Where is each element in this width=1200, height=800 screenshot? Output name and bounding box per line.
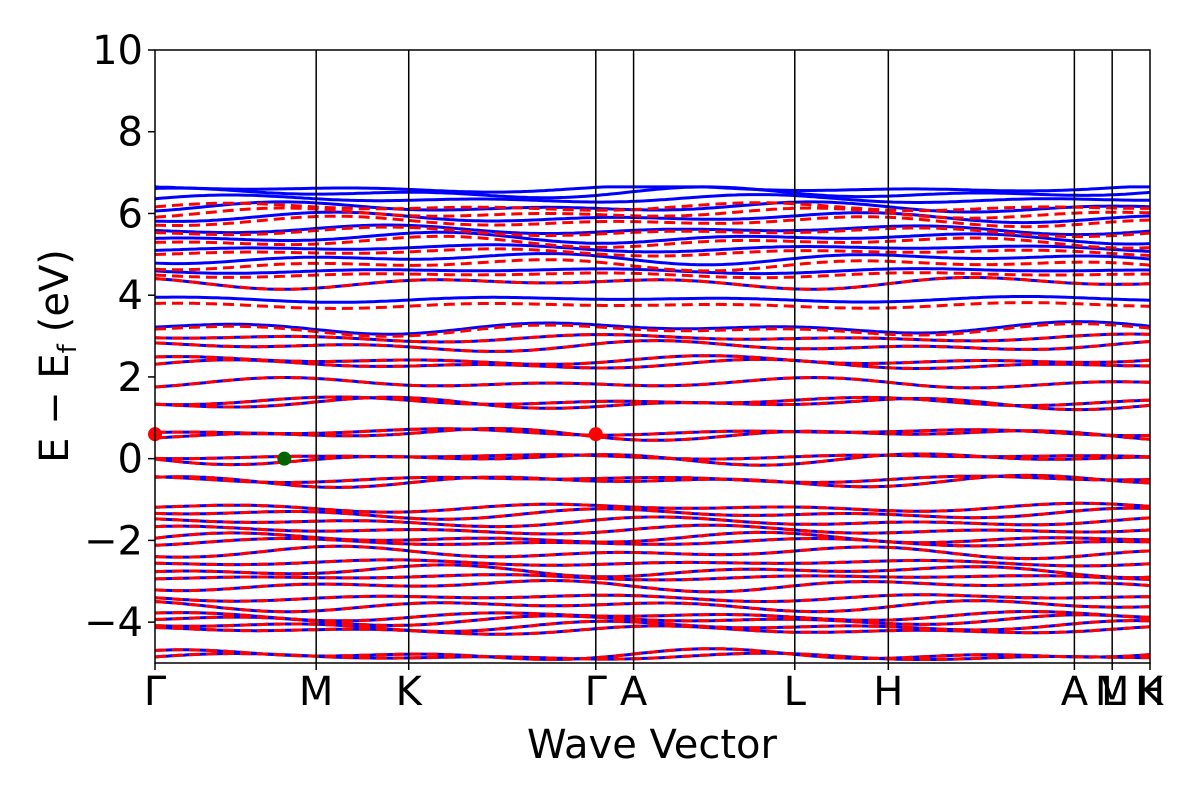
x-tick-label: M	[1095, 669, 1130, 715]
y-axis-label-unit: (eV)	[32, 249, 78, 332]
y-tick-label: 2	[118, 355, 143, 401]
spin-down-band	[155, 271, 1150, 280]
spin-up-band	[155, 295, 1150, 304]
x-tick-label: H	[873, 669, 903, 715]
x-tick-label: L	[784, 669, 807, 715]
spin-down-band	[155, 599, 1150, 614]
spin-down-band	[155, 515, 1150, 529]
spin-up-band	[155, 320, 1150, 336]
spin-down-band	[155, 619, 1150, 633]
spin-down-band	[155, 201, 1150, 213]
x-tick-label: Γ	[585, 669, 608, 715]
spin-down-band	[155, 395, 1150, 408]
spin-up-band	[155, 243, 1150, 254]
x-tick-label: A	[1061, 669, 1089, 715]
spin-up-band	[155, 252, 1150, 267]
spin-down-band	[155, 530, 1150, 545]
band-extremum-point	[277, 451, 292, 466]
spin-down-band	[155, 473, 1150, 489]
spin-up-band	[155, 193, 1150, 204]
y-tick-label: −2	[84, 518, 143, 564]
y-tick-label: 6	[118, 191, 143, 237]
x-axis-ticks: Γ M K Γ A L H A ML KH	[144, 663, 1165, 715]
spin-down-band	[155, 563, 1150, 580]
y-axis-label-subscript: f	[53, 343, 83, 353]
spin-down-band	[155, 322, 1150, 338]
spin-down-band	[155, 332, 1150, 344]
spin-down-band	[155, 247, 1150, 258]
y-axis-label: E − Ef (eV)	[32, 249, 83, 463]
spin-up-band	[155, 185, 1150, 194]
spin-down-band	[155, 613, 1150, 628]
spin-down-band	[155, 225, 1150, 239]
spin-up-band	[155, 339, 1150, 353]
spin-up-band	[155, 223, 1150, 237]
spin-up-band	[155, 200, 1150, 214]
y-tick-label: 10	[92, 28, 143, 74]
spin-down-band	[155, 506, 1150, 521]
spin-down-band	[155, 206, 1150, 220]
spin-up-band	[155, 210, 1150, 225]
spin-down-band	[155, 579, 1150, 594]
spin-down-band	[155, 558, 1150, 568]
spin-down-band	[155, 651, 1150, 661]
x-tick-label: K	[396, 669, 424, 715]
spin-up-band	[155, 579, 1150, 594]
spin-down-band	[155, 537, 1150, 548]
spin-down-band	[155, 234, 1150, 250]
spin-down-band	[155, 339, 1150, 353]
bands-layer	[155, 185, 1150, 661]
spin-down-band	[155, 427, 1150, 438]
plot-frame	[154, 49, 1151, 664]
spin-down-band	[155, 593, 1150, 603]
x-tick-label: A	[620, 669, 648, 715]
spin-down-band	[155, 573, 1150, 582]
spin-up-band	[155, 185, 1150, 200]
spin-down-band	[155, 453, 1150, 461]
x-tick-label: K	[1137, 669, 1165, 715]
y-axis-label-main: E − E	[32, 353, 78, 463]
spin-down-band	[155, 276, 1150, 291]
spin-down-band	[155, 357, 1150, 370]
spin-down-band	[155, 427, 1150, 442]
y-tick-label: 0	[118, 437, 143, 483]
x-axis-label: Wave Vector	[527, 722, 778, 768]
spin-down-band	[155, 301, 1150, 310]
spin-down-band	[155, 474, 1150, 484]
x-tick-label: L	[1101, 669, 1124, 715]
spin-down-band	[155, 523, 1150, 536]
y-tick-label: 4	[118, 273, 143, 319]
x-tick-label: Γ	[144, 669, 167, 715]
kpoint-lines	[315, 50, 1113, 663]
spin-down-band	[155, 544, 1150, 561]
x-tick-label: M	[299, 669, 334, 715]
spin-up-band	[155, 267, 1150, 276]
spin-down-band	[155, 501, 1150, 514]
y-tick-label: 8	[118, 110, 143, 156]
spin-down-band	[155, 395, 1150, 412]
spin-down-band	[155, 624, 1150, 636]
spin-down-band	[155, 214, 1150, 229]
spin-down-band	[155, 610, 1150, 623]
y-axis-ticks: −4 −2 0 2 4 6 8 10	[84, 28, 155, 646]
spin-down-band	[155, 647, 1150, 661]
band-extremum-point	[588, 427, 603, 442]
spin-up-band	[155, 230, 1150, 246]
spin-down-band	[155, 354, 1150, 366]
spin-down-band	[155, 375, 1150, 390]
spin-down-band	[155, 258, 1150, 273]
y-tick-label: −4	[84, 600, 143, 646]
x-tick-label: H	[1135, 669, 1165, 715]
